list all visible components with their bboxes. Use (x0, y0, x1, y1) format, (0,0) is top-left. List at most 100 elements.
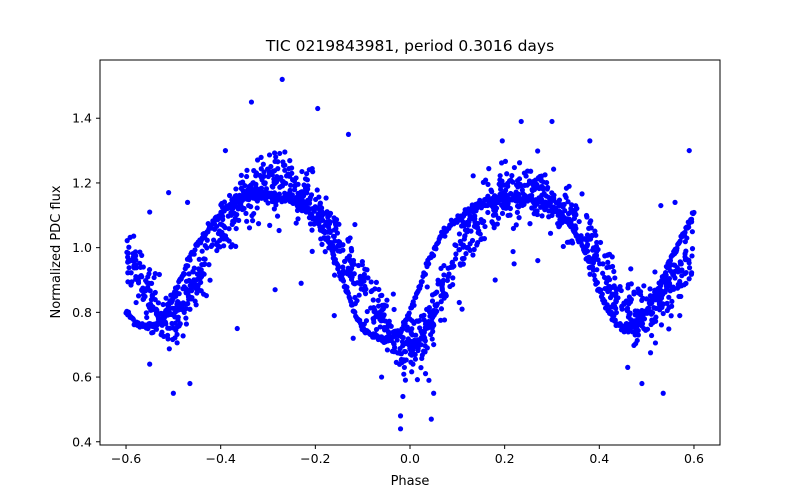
observed-point (674, 247, 680, 253)
observed-point (233, 186, 239, 192)
observed-point (199, 248, 205, 254)
model-point (185, 263, 191, 269)
observed-point (471, 223, 478, 229)
observed-point (148, 297, 154, 303)
observed-point (617, 322, 624, 328)
observed-point (578, 233, 584, 239)
observed-point (244, 187, 251, 193)
observed-point (625, 285, 631, 291)
outlier-point (629, 329, 636, 335)
observed-point (543, 203, 549, 210)
observed-point (557, 203, 563, 209)
observed-point (584, 232, 591, 238)
observed-point (610, 304, 616, 310)
observed-point (135, 293, 142, 299)
observed-point (503, 187, 509, 193)
observed-point (175, 299, 181, 305)
observed-point (326, 212, 333, 218)
observed-point (566, 183, 572, 189)
observed-point (135, 280, 142, 286)
observed-point (521, 170, 527, 176)
observed-point (312, 204, 318, 210)
outlier-point (660, 390, 666, 396)
observed-point (541, 190, 547, 197)
observed-point (133, 253, 139, 259)
observed-point (623, 298, 629, 304)
observed-point (180, 300, 186, 306)
observed-point (557, 221, 563, 227)
observed-point (557, 209, 563, 215)
model-point (485, 193, 491, 199)
observed-point (456, 231, 463, 237)
observed-point (275, 195, 281, 201)
observed-point (142, 293, 148, 300)
observed-point (676, 267, 683, 273)
outlier-point (248, 99, 255, 105)
observed-point (461, 255, 467, 261)
model-point (442, 233, 448, 239)
observed-point (516, 176, 523, 182)
observed-point (480, 179, 486, 185)
outlier-point (222, 147, 229, 154)
observed-point (285, 171, 291, 177)
observed-point (151, 274, 157, 281)
observed-point (624, 307, 630, 313)
observed-point (336, 238, 342, 245)
observed-point (384, 297, 390, 303)
observed-point (261, 173, 267, 179)
observed-point (485, 181, 491, 187)
observed-point (433, 303, 440, 309)
observed-point (549, 190, 555, 196)
observed-point (450, 275, 456, 281)
observed-point (488, 187, 494, 193)
observed-point (641, 283, 647, 289)
observed-point (280, 179, 286, 185)
observed-point (686, 265, 693, 271)
observed-point (331, 260, 337, 266)
observed-point (658, 303, 664, 310)
observed-point (651, 317, 657, 323)
observed-point (306, 167, 312, 173)
observed-point (486, 166, 492, 172)
observed-point (565, 199, 571, 205)
observed-point (463, 251, 469, 257)
observed-point (686, 224, 692, 230)
x-tick-label: 0.2 (495, 451, 515, 466)
observed-point (497, 183, 503, 189)
observed-point (298, 205, 304, 212)
observed-point (218, 209, 224, 215)
observed-point (510, 248, 516, 255)
observed-point (303, 205, 310, 212)
observed-point (647, 293, 654, 299)
outlier-point (234, 325, 240, 332)
observed-point (494, 221, 500, 227)
observed-point (515, 193, 522, 199)
observed-point (334, 230, 341, 236)
observed-point (447, 264, 454, 270)
observed-point (470, 173, 476, 179)
observed-point (419, 355, 425, 362)
observed-point (472, 219, 478, 225)
observed-point (608, 309, 615, 315)
observed-point (174, 324, 181, 330)
observed-point (538, 204, 544, 210)
observed-point (643, 327, 649, 333)
observed-point (304, 171, 310, 177)
model-point (175, 284, 181, 290)
observed-point (158, 321, 165, 327)
observed-point (634, 337, 640, 344)
observed-point (364, 308, 370, 315)
observed-point (152, 290, 158, 296)
observed-point (292, 183, 298, 189)
observed-point (331, 272, 338, 278)
observed-point (453, 242, 459, 249)
observed-point (257, 190, 263, 197)
observed-point (412, 351, 418, 358)
observed-point (548, 195, 554, 201)
model-point (433, 246, 439, 252)
observed-point (317, 215, 323, 221)
observed-point (137, 249, 143, 255)
observed-point (250, 180, 256, 186)
observed-point (508, 191, 514, 197)
observed-point (138, 273, 144, 279)
